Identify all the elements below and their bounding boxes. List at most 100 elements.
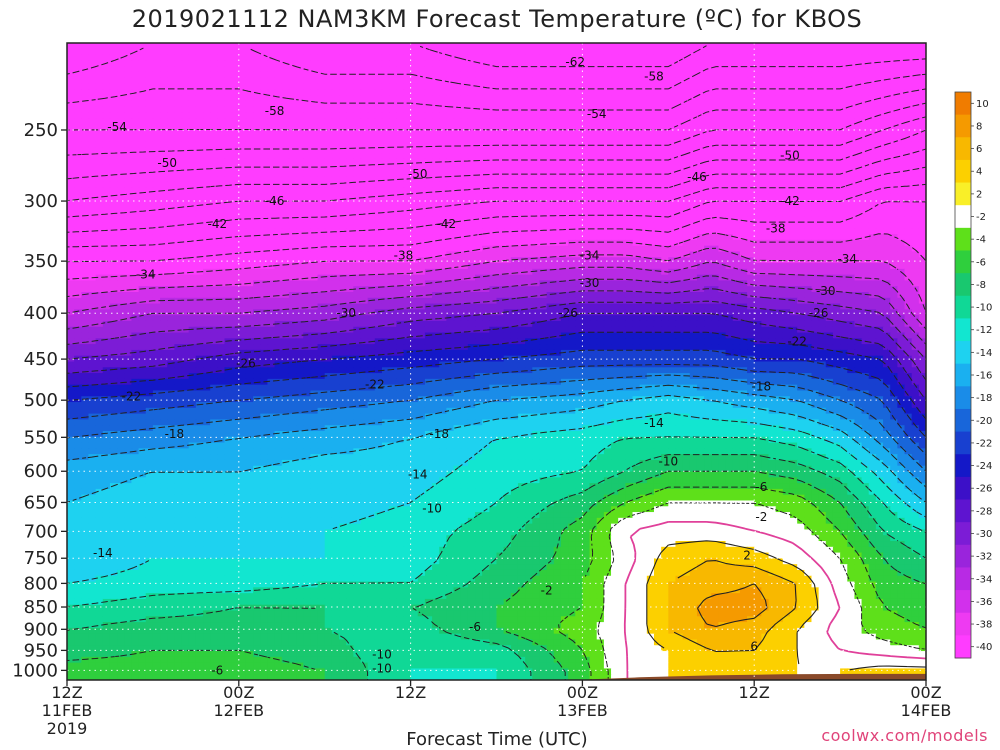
field-cell [640,130,648,136]
field-cell [497,112,505,118]
field-cell [776,240,784,246]
field-cell [146,251,154,257]
field-cell [103,55,111,61]
field-cell [139,66,147,72]
field-cell [647,118,655,124]
field-cell [790,165,798,171]
field-cell [325,251,333,257]
field-cell [182,159,190,165]
field-cell [461,153,469,159]
field-cell [461,280,469,286]
field-cell [81,223,89,229]
field-cell [883,188,891,194]
field-cell [189,60,197,66]
field-cell [160,60,168,66]
field-cell [153,280,161,286]
field-cell [124,60,132,66]
field-cell [668,49,676,55]
field-cell [88,240,96,246]
field-cell [554,112,562,118]
field-cell [854,228,862,234]
field-cell [182,280,190,286]
field-cell [253,170,261,176]
field-cell [88,78,96,84]
field-cell [590,165,598,171]
field-cell [561,199,569,205]
field-cell [575,211,583,217]
field-cell [718,118,726,124]
field-cell [582,188,590,194]
field-cell [883,84,891,90]
field-cell [131,55,139,61]
field-cell [189,136,197,142]
field-cell [539,130,547,136]
field-cell [804,251,812,257]
field-cell [804,153,812,159]
field-cell [718,263,726,269]
field-cell [532,153,540,159]
field-cell [203,205,211,211]
field-cell [124,246,132,252]
field-cell [897,182,905,188]
field-cell [883,89,891,95]
field-cell [425,275,433,281]
field-cell [468,72,476,78]
field-cell [754,176,762,182]
field-cell [339,269,347,275]
field-cell [318,49,326,55]
field-cell [776,136,784,142]
field-cell [890,101,898,107]
field-cell [690,269,698,275]
field-cell [497,170,505,176]
field-cell [346,101,354,107]
field-cell [332,263,340,269]
field-cell [504,188,512,194]
field-cell [733,257,741,263]
field-cell [110,234,118,240]
field-cell [318,95,326,101]
field-cell [497,55,505,61]
field-cell [704,118,712,124]
field-cell [475,112,483,118]
field-cell [310,141,318,147]
field-cell [876,66,884,72]
field-cell [697,246,705,252]
field-cell [783,240,791,246]
field-cell [131,101,139,107]
field-cell [468,55,476,61]
field-cell [554,263,562,269]
field-cell [239,275,247,281]
field-cell [747,141,755,147]
field-cell [726,211,734,217]
field-cell [224,263,232,269]
field-cell [81,188,89,194]
field-cell [310,199,318,205]
field-cell [182,182,190,188]
field-cell [411,84,419,90]
field-cell [475,43,483,49]
field-cell [883,217,891,223]
field-cell [131,246,139,252]
field-cell [912,217,920,223]
field-cell [210,95,218,101]
field-cell [497,251,505,257]
field-cell [167,89,175,95]
field-cell [439,72,447,78]
field-cell [575,78,583,84]
field-cell [160,176,168,182]
field-cell [67,240,75,246]
field-cell [260,165,268,171]
field-cell [905,257,913,263]
field-cell [146,95,154,101]
field-cell [203,240,211,246]
field-cell [797,263,805,269]
field-cell [146,234,154,240]
field-cell [633,246,641,252]
field-cell [468,141,476,147]
field-cell [532,199,540,205]
field-cell [625,234,633,240]
field-cell [425,217,433,223]
field-cell [117,176,125,182]
field-cell [110,182,118,188]
field-cell [611,240,619,246]
